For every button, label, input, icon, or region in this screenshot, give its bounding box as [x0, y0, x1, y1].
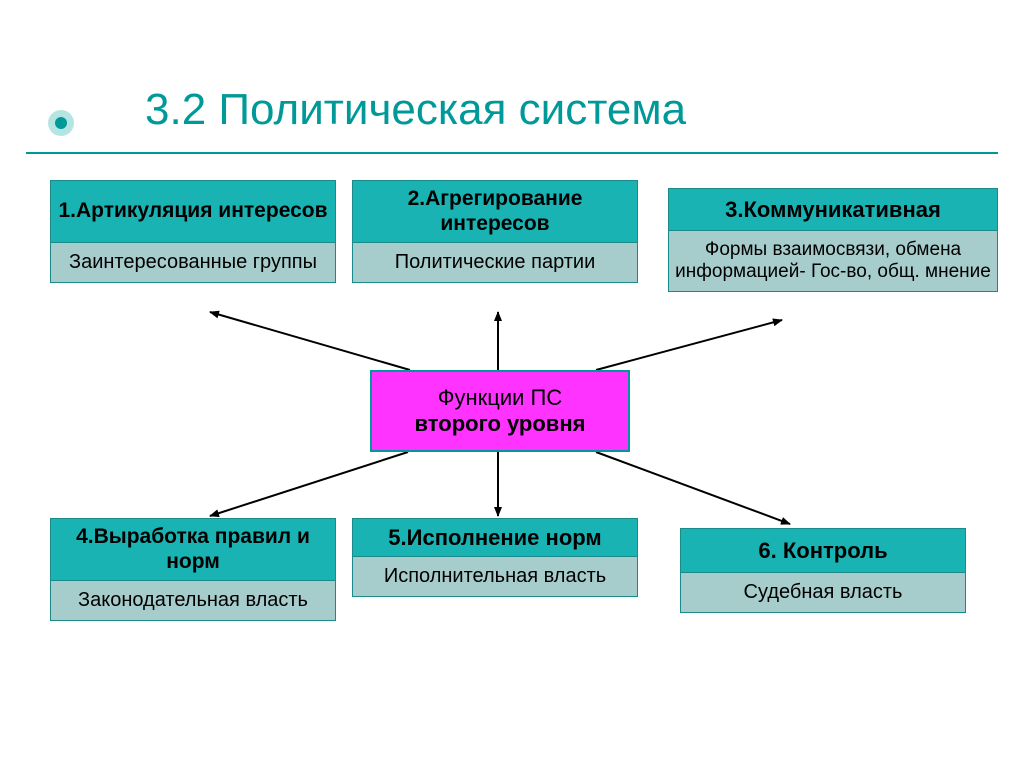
function-box-1: 1.Артикуляция интересов Заинтересованные… — [50, 180, 336, 283]
bullet-icon — [48, 110, 74, 136]
title-underline — [26, 152, 998, 154]
center-node: Функции ПС второго уровня — [370, 370, 630, 452]
function-header-4: 4.Выработка правил и норм — [51, 519, 335, 581]
function-header-2: 2.Агрегирование интересов — [353, 181, 637, 243]
function-body-1: Заинтересованные группы — [51, 243, 335, 282]
center-line2: второго уровня — [415, 411, 586, 437]
function-box-6: 6. Контроль Судебная власть — [680, 528, 966, 613]
function-body-5: Исполнительная власть — [353, 557, 637, 596]
center-line1: Функции ПС — [438, 385, 563, 411]
function-box-4: 4.Выработка правил и норм Законодательна… — [50, 518, 336, 621]
function-box-2: 2.Агрегирование интересов Политические п… — [352, 180, 638, 283]
function-body-2: Политические партии — [353, 243, 637, 282]
page-title: 3.2 Политическая система — [145, 85, 686, 135]
function-header-6: 6. Контроль — [681, 529, 965, 573]
function-body-6: Судебная власть — [681, 573, 965, 612]
function-body-4: Законодательная власть — [51, 581, 335, 620]
function-body-3: Формы взаимосвязи, обмена информацией- Г… — [669, 231, 997, 291]
function-box-5: 5.Исполнение норм Исполнительная власть — [352, 518, 638, 597]
function-box-3: 3.Коммуникативная Формы взаимосвязи, обм… — [668, 188, 998, 292]
function-header-3: 3.Коммуникативная — [669, 189, 997, 231]
function-header-5: 5.Исполнение норм — [353, 519, 637, 557]
function-header-1: 1.Артикуляция интересов — [51, 181, 335, 243]
